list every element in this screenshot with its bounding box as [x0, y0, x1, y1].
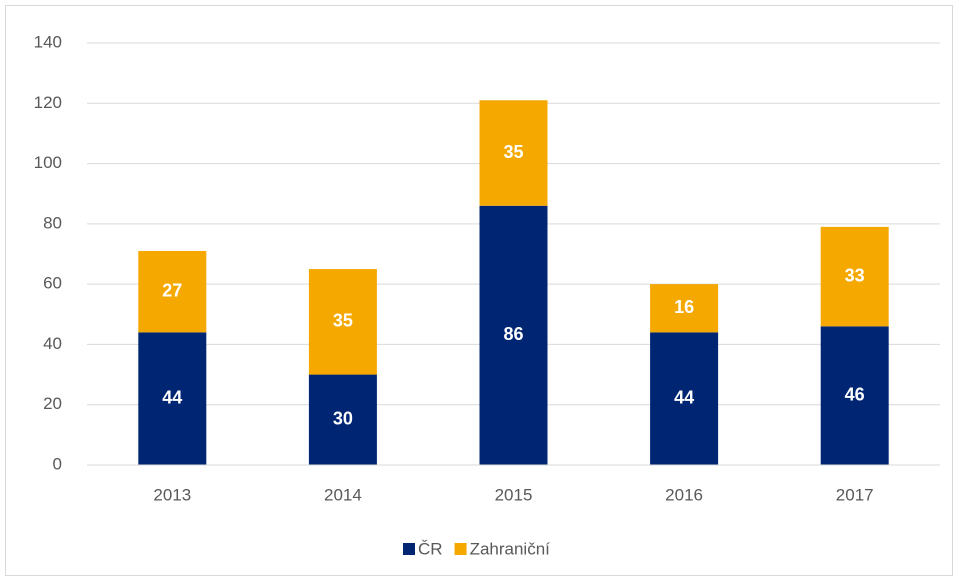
y-tick-label: 140 — [34, 32, 62, 51]
bar-segment — [479, 100, 548, 206]
y-tick-label: 80 — [43, 213, 62, 232]
bar-segment — [138, 250, 207, 333]
bar-segment — [820, 326, 889, 465]
y-tick-label: 0 — [53, 454, 62, 473]
data-label: 30 — [333, 409, 353, 429]
bar-segment — [479, 205, 548, 465]
data-label: 33 — [845, 265, 865, 285]
data-label: 16 — [674, 297, 694, 317]
bar-segment — [650, 284, 719, 333]
legend-label: Zahraniční — [470, 539, 551, 558]
x-tick-label: 2017 — [836, 485, 874, 504]
legend-label: ČR — [418, 539, 443, 558]
bar-segment — [308, 374, 377, 465]
data-label: 44 — [674, 387, 694, 407]
x-tick-label: 2013 — [153, 485, 191, 504]
x-tick-label: 2016 — [665, 485, 703, 504]
bar-segment — [138, 332, 207, 465]
x-tick-label: 2015 — [495, 485, 533, 504]
bar-segment — [820, 226, 889, 327]
x-tick-label: 2014 — [324, 485, 362, 504]
data-label: 35 — [503, 142, 523, 162]
y-tick-label: 120 — [34, 93, 62, 112]
data-label: 35 — [333, 311, 353, 331]
data-label: 46 — [845, 384, 865, 404]
y-tick-label: 20 — [43, 394, 62, 413]
bar-segment — [650, 332, 719, 465]
data-label: 86 — [503, 324, 523, 344]
bar-segment — [308, 269, 377, 375]
data-label: 27 — [162, 280, 182, 300]
y-tick-label: 40 — [43, 334, 62, 353]
legend-swatch — [454, 543, 467, 555]
y-tick-label: 60 — [43, 274, 62, 293]
y-tick-label: 100 — [34, 153, 62, 172]
data-label: 44 — [162, 387, 182, 407]
legend-swatch — [403, 543, 415, 555]
